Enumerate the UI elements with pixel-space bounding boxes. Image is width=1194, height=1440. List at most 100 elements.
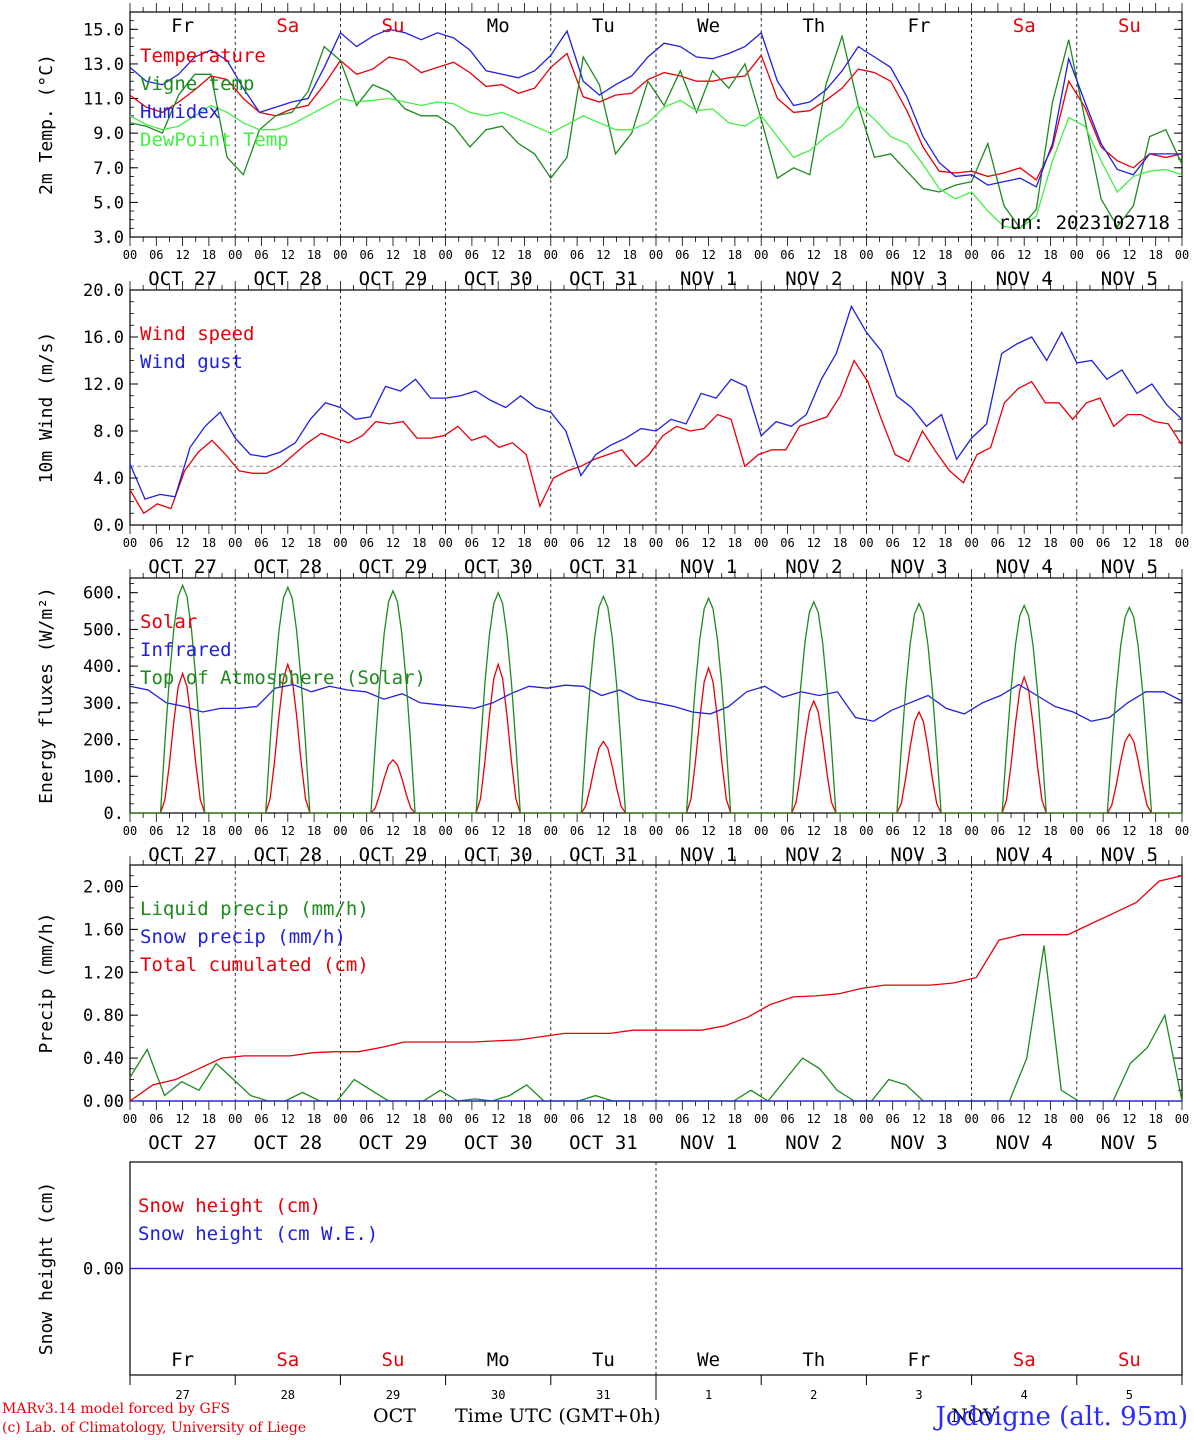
legend-entry: DewPoint Temp [140,129,289,151]
hour-tick-label: 00 [754,536,768,550]
hour-tick-label: 18 [833,536,847,550]
hour-tick-label: 00 [964,1112,978,1126]
panel-2 [129,281,1183,534]
hour-tick-label: 12 [596,824,610,838]
weekday-label: Sa [1013,1349,1036,1371]
panel-5 [129,1161,1183,1400]
day-number-label: 3 [915,1388,922,1402]
date-label: OCT 28 [253,556,322,578]
date-label: NOV 1 [680,844,737,866]
hour-tick-label: 00 [123,536,137,550]
weekday-label: Fr [171,1349,194,1371]
date-label: OCT 30 [464,844,533,866]
hour-tick-label: 18 [1148,1112,1162,1126]
hour-tick-label: 06 [149,536,163,550]
hour-tick-label: 12 [491,824,505,838]
hour-tick-label: 06 [149,824,163,838]
weekday-label: Sa [276,1349,299,1371]
weekday-label: Su [382,1349,405,1371]
hour-tick-label: 00 [754,824,768,838]
hour-tick-label: 12 [701,536,715,550]
series-line-wind-speed [129,359,1183,515]
y-tick-label: 2.00 [83,877,124,897]
date-label: OCT 29 [359,556,428,578]
day-number-label: 2 [810,1388,817,1402]
hour-tick-label: 06 [991,248,1005,262]
date-label: OCT 27 [148,1132,217,1154]
y-tick-label: 600. [83,584,124,604]
y-tick-label: 0. [104,804,124,824]
hour-tick-label: 06 [885,824,899,838]
date-label: OCT 27 [148,556,217,578]
hour-tick-label: 00 [964,248,978,262]
hour-tick-label: 06 [465,248,479,262]
weekday-label: Su [382,15,405,37]
series-line-total-cumulated-cm- [129,875,1183,1102]
hour-tick-label: 00 [1175,1112,1189,1126]
hour-tick-label: 18 [622,1112,636,1126]
hour-tick-label: 12 [596,1112,610,1126]
weekday-label: Sa [276,15,299,37]
hour-tick-label: 00 [964,824,978,838]
date-label: OCT 29 [359,268,428,290]
hour-tick-label: 00 [228,248,242,262]
weekday-label: Th [802,15,825,37]
hour-tick-label: 00 [859,824,873,838]
time-axis-label: Time UTC (GMT+0h) [455,1405,661,1427]
date-label: OCT 27 [148,268,217,290]
date-label: NOV 5 [1101,556,1158,578]
date-label: OCT 31 [569,268,638,290]
hour-tick-label: 06 [885,248,899,262]
hour-tick-label: 06 [780,248,794,262]
legend-entry: Snow height (cm) [138,1195,321,1217]
day-number-label: 4 [1021,1388,1028,1402]
hour-tick-label: 18 [1043,824,1057,838]
hour-tick-label: 06 [359,824,373,838]
hour-tick-label: 18 [622,536,636,550]
y-tick-label: 0.00 [83,1260,124,1280]
y-tick-label: 3.0 [93,228,124,248]
hour-tick-label: 06 [359,1112,373,1126]
hour-tick-label: 12 [701,248,715,262]
hour-tick-label: 06 [675,536,689,550]
hour-tick-label: 00 [438,1112,452,1126]
date-label: OCT 31 [569,1132,638,1154]
hour-tick-label: 18 [307,1112,321,1126]
hour-tick-label: 18 [307,536,321,550]
hour-tick-label: 06 [780,1112,794,1126]
date-label: NOV 1 [680,268,737,290]
y-tick-label: 12.0 [83,375,124,395]
hour-tick-label: 12 [807,824,821,838]
hour-tick-label: 06 [570,536,584,550]
hour-tick-label: 06 [885,536,899,550]
date-label: NOV 5 [1101,268,1158,290]
hour-tick-label: 00 [228,536,242,550]
date-label: NOV 2 [785,268,842,290]
date-label: NOV 4 [996,556,1053,578]
panel-3 [129,569,1183,822]
date-label: NOV 1 [680,556,737,578]
hour-tick-label: 00 [1070,248,1084,262]
hour-tick-label: 18 [1043,536,1057,550]
panel-1 [129,3,1183,246]
date-label: OCT 29 [359,844,428,866]
hour-tick-label: 18 [622,248,636,262]
weekday-label: We [697,15,720,37]
hour-tick-label: 06 [570,824,584,838]
hour-tick-label: 06 [1096,536,1110,550]
hour-tick-label: 00 [438,824,452,838]
hour-tick-label: 06 [570,248,584,262]
hour-tick-label: 12 [1122,248,1136,262]
date-label: OCT 28 [253,844,322,866]
hour-tick-label: 06 [780,824,794,838]
y-tick-label: 300. [83,694,124,714]
series-line-dewpoint-temp [129,97,1183,229]
day-number-label: 30 [491,1388,505,1402]
hour-tick-label: 00 [1070,1112,1084,1126]
hour-tick-label: 00 [859,248,873,262]
date-label: OCT 28 [253,268,322,290]
legend-entry: Solar [140,611,197,633]
y-tick-label: 500. [83,620,124,640]
hour-tick-label: 06 [359,536,373,550]
hour-tick-label: 18 [412,1112,426,1126]
